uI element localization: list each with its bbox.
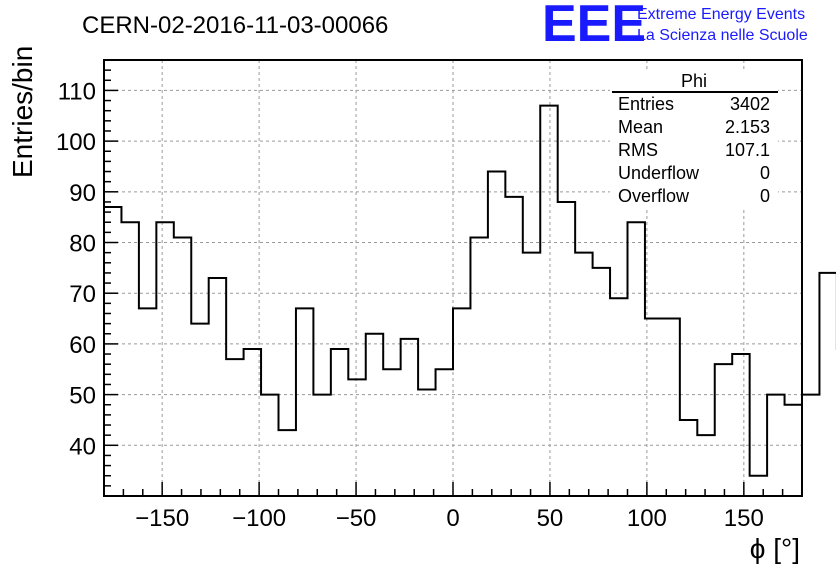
y-axis-label: Entries/bin bbox=[7, 46, 38, 178]
y-tick-label: 70 bbox=[69, 281, 96, 308]
chart-title: CERN-02-2016-11-03-00066 bbox=[82, 12, 388, 39]
stats-row-label: Mean bbox=[618, 117, 663, 137]
stats-row-value: 0 bbox=[760, 163, 770, 183]
stats-row-value: 2.153 bbox=[725, 117, 770, 137]
x-tick-label: 100 bbox=[627, 505, 667, 532]
stats-rows: Entries 3402 Mean 2.153 RMS 107.1 Underflow 0 Ov… bbox=[618, 94, 770, 206]
x-tick-label: −150 bbox=[135, 505, 189, 532]
stats-row-label: Underflow bbox=[618, 163, 700, 183]
x-tick-label: 0 bbox=[446, 505, 459, 532]
stats-row-label: RMS bbox=[618, 140, 658, 160]
y-tick-label: 60 bbox=[69, 332, 96, 359]
x-axis: −150 −100 −50 0 50 100 150 bbox=[103, 482, 803, 532]
x-tick-label: 150 bbox=[724, 505, 764, 532]
logo-mark: EEE bbox=[542, 0, 646, 53]
y-tick-label: 90 bbox=[69, 180, 96, 207]
logo-line-2: La Scienza nelle Scuole bbox=[637, 27, 808, 44]
stats-row-value: 107.1 bbox=[725, 140, 770, 160]
grid-lines bbox=[104, 60, 802, 496]
stats-box-background bbox=[610, 70, 778, 210]
x-axis-label: ϕ [°] bbox=[750, 533, 800, 564]
y-tick-label: 110 bbox=[58, 78, 96, 105]
stats-row-value: 3402 bbox=[730, 94, 770, 114]
eee-logo: EEE Extreme Energy Events La Scienza nel… bbox=[542, 0, 808, 53]
logo-line-1: Extreme Energy Events bbox=[637, 6, 805, 23]
stats-row-label: Entries bbox=[618, 94, 674, 114]
y-tick-label: 50 bbox=[69, 383, 96, 410]
histogram-steps bbox=[104, 104, 836, 477]
y-tick-label: 80 bbox=[69, 231, 96, 258]
y-tick-label: 100 bbox=[56, 129, 96, 156]
x-tick-label: 50 bbox=[537, 505, 564, 532]
stats-row-value: 0 bbox=[760, 186, 770, 206]
stats-row-label: Overflow bbox=[618, 186, 690, 206]
y-axis: 40 50 60 70 80 90 100 110 bbox=[56, 59, 118, 487]
y-tick-label: 40 bbox=[69, 433, 96, 460]
stats-title: Phi bbox=[681, 71, 707, 91]
x-tick-label: −50 bbox=[336, 505, 377, 532]
stats-box: Phi Entries 3402 Mean 2.153 RMS 107.1 Underflo… bbox=[610, 70, 778, 210]
x-tick-label: −100 bbox=[232, 505, 286, 532]
